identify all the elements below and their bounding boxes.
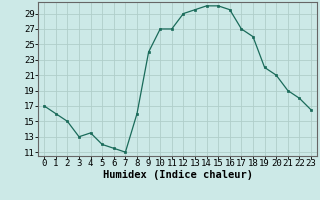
X-axis label: Humidex (Indice chaleur): Humidex (Indice chaleur) <box>103 170 252 180</box>
